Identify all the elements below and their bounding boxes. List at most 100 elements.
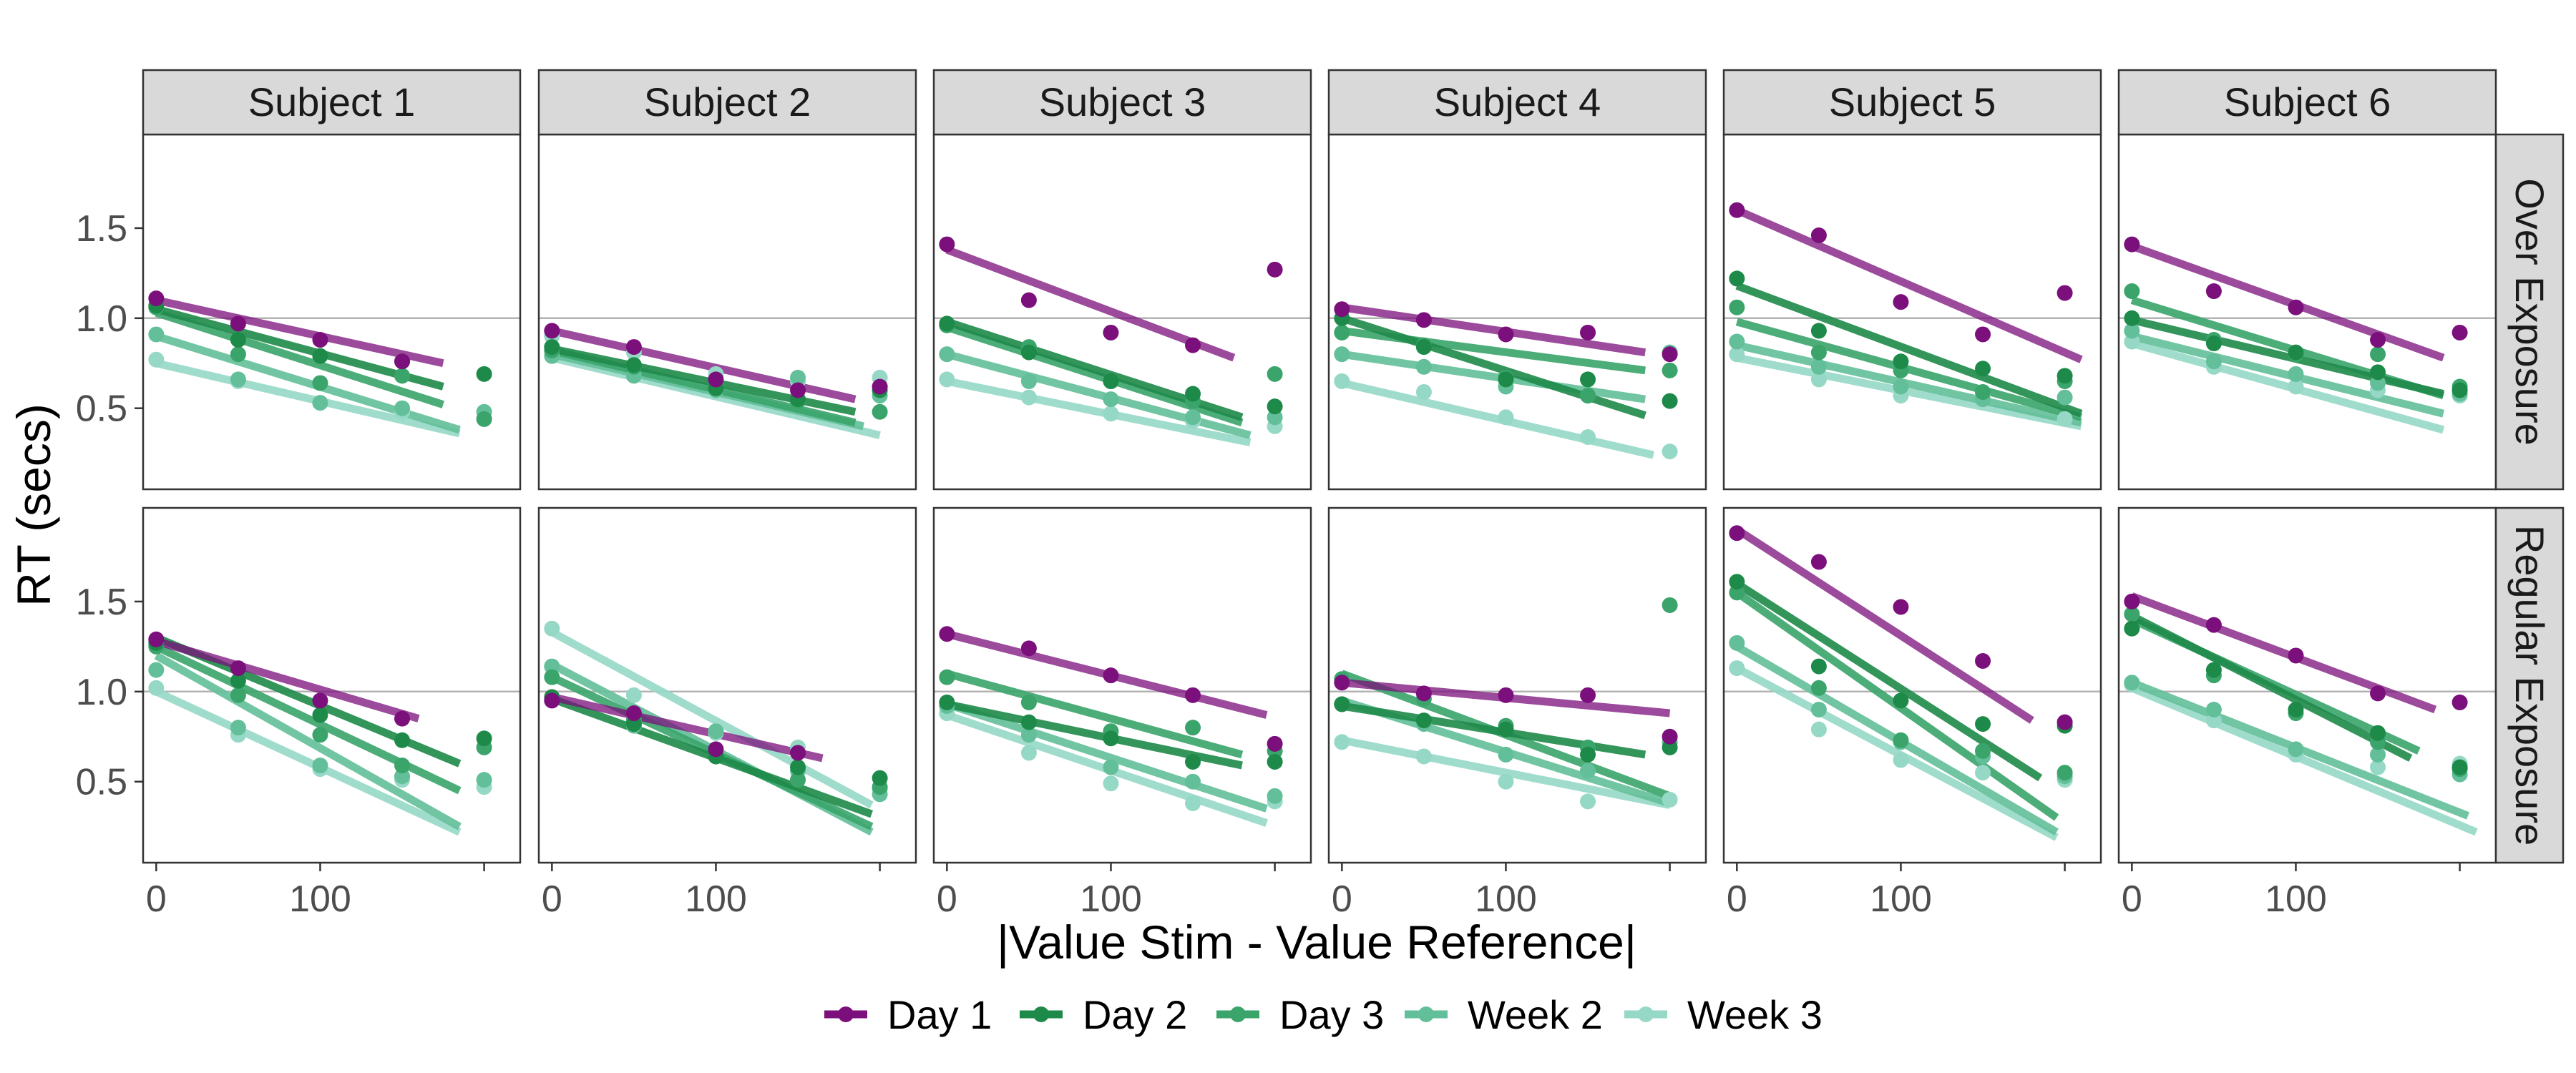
point-day-2 <box>544 339 560 356</box>
fit-line-day-3 <box>155 309 444 408</box>
point-day-3 <box>1729 584 1745 601</box>
legend-label: Day 3 <box>1279 992 1384 1037</box>
point-day-1 <box>939 236 955 253</box>
point-day-3 <box>790 772 806 788</box>
point-week-2 <box>148 662 165 678</box>
point-week-2 <box>1810 701 1827 717</box>
point-day-1 <box>625 339 642 356</box>
point-week-2 <box>230 371 246 388</box>
fit-line-day-1 <box>155 637 420 722</box>
panel-r2-c1 <box>142 506 522 864</box>
point-week-3 <box>1729 660 1745 677</box>
point-day-3 <box>230 687 246 703</box>
panel-r2-c2 <box>537 506 917 864</box>
point-week-2 <box>394 400 411 416</box>
point-week-3 <box>1662 444 1678 460</box>
point-week-3 <box>1729 346 1745 363</box>
panel-r1-c2 <box>537 133 917 491</box>
x-tick-label: 0 <box>1332 878 1352 920</box>
point-day-1 <box>1975 326 1991 343</box>
fit-line-week-2 <box>2131 332 2445 418</box>
point-day-3 <box>2124 283 2140 300</box>
point-day-1 <box>1185 337 1201 353</box>
point-day-1 <box>312 692 328 709</box>
row-strip-2 <box>2494 506 2565 864</box>
point-day-2 <box>2124 310 2140 326</box>
point-week-2 <box>476 772 492 788</box>
point-day-3 <box>544 669 560 685</box>
point-day-2 <box>2057 368 2073 384</box>
x-tick-label: 0 <box>937 878 957 920</box>
point-week-3 <box>1662 791 1678 808</box>
point-day-1 <box>230 315 246 332</box>
point-week-2 <box>1729 333 1745 350</box>
point-day-1 <box>1729 525 1745 542</box>
point-week-2 <box>2057 389 2073 406</box>
column-strip-label-2: Subject 2 <box>644 79 811 124</box>
point-day-1 <box>2124 236 2140 253</box>
point-week-2 <box>1185 773 1201 790</box>
point-day-3 <box>1662 362 1678 378</box>
point-week-3 <box>939 371 955 388</box>
point-day-3 <box>394 368 411 384</box>
legend-key-point <box>1418 1006 1434 1022</box>
point-week-2 <box>2124 675 2140 691</box>
point-day-1 <box>1810 554 1827 570</box>
point-week-3 <box>2288 378 2304 395</box>
x-tick-label: 0 <box>542 878 562 920</box>
point-week-2 <box>2288 741 2304 758</box>
column-strip-label-6: Subject 6 <box>2224 79 2391 124</box>
panel-r2-c3 <box>932 506 1312 864</box>
point-day-1 <box>1580 687 1596 703</box>
point-week-2 <box>1729 635 1745 651</box>
column-strips: Subject 1 Subject 2 Subject 3 Subject 4 Subj… <box>142 69 2497 136</box>
y-tick-label: 1.0 <box>76 672 127 713</box>
x-tick-label: 100 <box>1080 878 1142 920</box>
point-day-1 <box>1662 728 1678 745</box>
point-week-3 <box>1810 371 1827 388</box>
point-day-2 <box>2370 725 2386 741</box>
legend-label: Day 2 <box>1083 992 1187 1037</box>
point-day-2 <box>2288 701 2304 717</box>
point-day-2 <box>1103 373 1119 389</box>
fit-line-day-1 <box>155 296 444 368</box>
legend-label: Week 3 <box>1687 992 1823 1037</box>
point-day-1 <box>1020 640 1037 657</box>
point-day-3 <box>1729 299 1745 315</box>
point-day-1 <box>544 692 560 709</box>
column-strip-label-1: Subject 1 <box>248 79 416 124</box>
y-tick-label: 1.0 <box>76 298 127 340</box>
point-day-2 <box>312 707 328 723</box>
point-day-2 <box>1893 692 1909 709</box>
column-strip-1 <box>142 69 522 136</box>
panel-background <box>143 508 520 863</box>
point-day-2 <box>1662 393 1678 409</box>
point-day-3 <box>312 727 328 743</box>
point-day-2 <box>790 759 806 775</box>
point-week-2 <box>1498 746 1514 763</box>
point-day-2 <box>939 694 955 710</box>
fit-line-week-3 <box>1341 379 1654 459</box>
column-strip-6 <box>2117 69 2497 136</box>
point-day-2 <box>1580 371 1596 388</box>
point-week-3 <box>1103 406 1119 422</box>
x-tick-label: 100 <box>685 878 747 920</box>
point-week-3 <box>1415 384 1432 401</box>
fit-line-week-2 <box>945 700 1268 813</box>
fit-line-day-1 <box>1735 526 2034 724</box>
fit-line-week-3 <box>2130 684 2478 836</box>
fit-line-week-3 <box>946 377 1252 446</box>
fit-line-week-2 <box>154 652 462 831</box>
point-day-1 <box>1729 202 1745 218</box>
point-day-1 <box>1267 261 1283 278</box>
point-day-3 <box>1185 720 1201 736</box>
legend-key-point <box>838 1006 854 1022</box>
fit-line-week-3 <box>550 628 874 809</box>
point-day-2 <box>872 770 888 786</box>
point-day-1 <box>2057 714 2073 730</box>
point-week-3 <box>1893 752 1909 768</box>
panel-border <box>1327 506 1707 864</box>
point-week-2 <box>708 723 724 740</box>
point-week-3 <box>544 620 560 637</box>
x-tick-label: 100 <box>1475 878 1537 920</box>
